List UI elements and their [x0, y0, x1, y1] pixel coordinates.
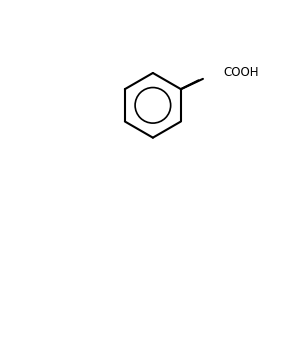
Text: COOH: COOH: [223, 67, 259, 80]
